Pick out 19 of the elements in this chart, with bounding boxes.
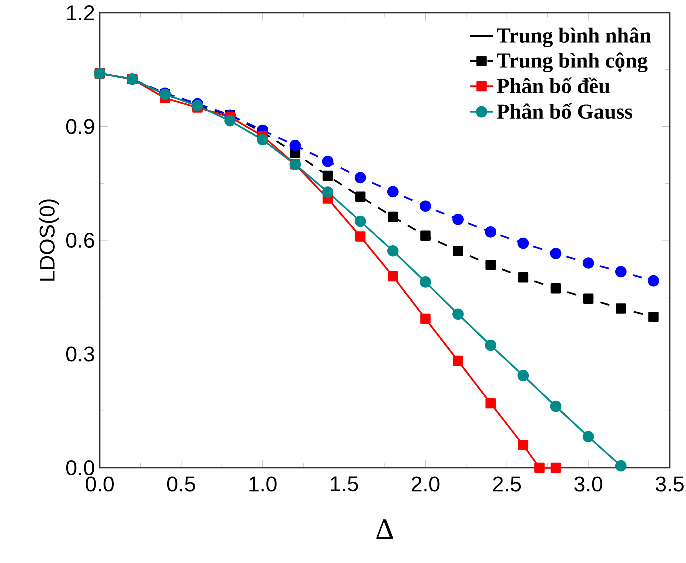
x-tick-label: 3.0 xyxy=(574,476,603,492)
legend-label: Trung bình cộng xyxy=(497,52,648,72)
y-tick-label: 0.9 xyxy=(66,119,94,134)
y-tick-label: 0.6 xyxy=(66,232,94,248)
x-tick-label: 0.0 xyxy=(86,476,114,492)
legend-label: Phân bố đều xyxy=(497,78,610,94)
x-tick-label: 1.5 xyxy=(331,476,358,492)
x-tick-label: 3.5 xyxy=(656,476,684,492)
x-tick-label: 1.0 xyxy=(250,476,277,492)
y-tick-label: 1.2 xyxy=(67,6,94,20)
y-tick-label: 0.0 xyxy=(66,460,94,476)
y-axis-title: LDOS(0) xyxy=(39,200,60,281)
x-tick-label: 2.5 xyxy=(493,476,522,492)
x-tick-label: 2.0 xyxy=(412,476,440,492)
x-tick-label: 0.5 xyxy=(167,476,196,492)
y-tick-label: 0.3 xyxy=(66,346,94,362)
legend-label: Phân bố Gauss xyxy=(497,103,632,120)
x-axis-title: Δ xyxy=(376,520,394,539)
legend-label: Trung bình nhân xyxy=(497,28,652,48)
